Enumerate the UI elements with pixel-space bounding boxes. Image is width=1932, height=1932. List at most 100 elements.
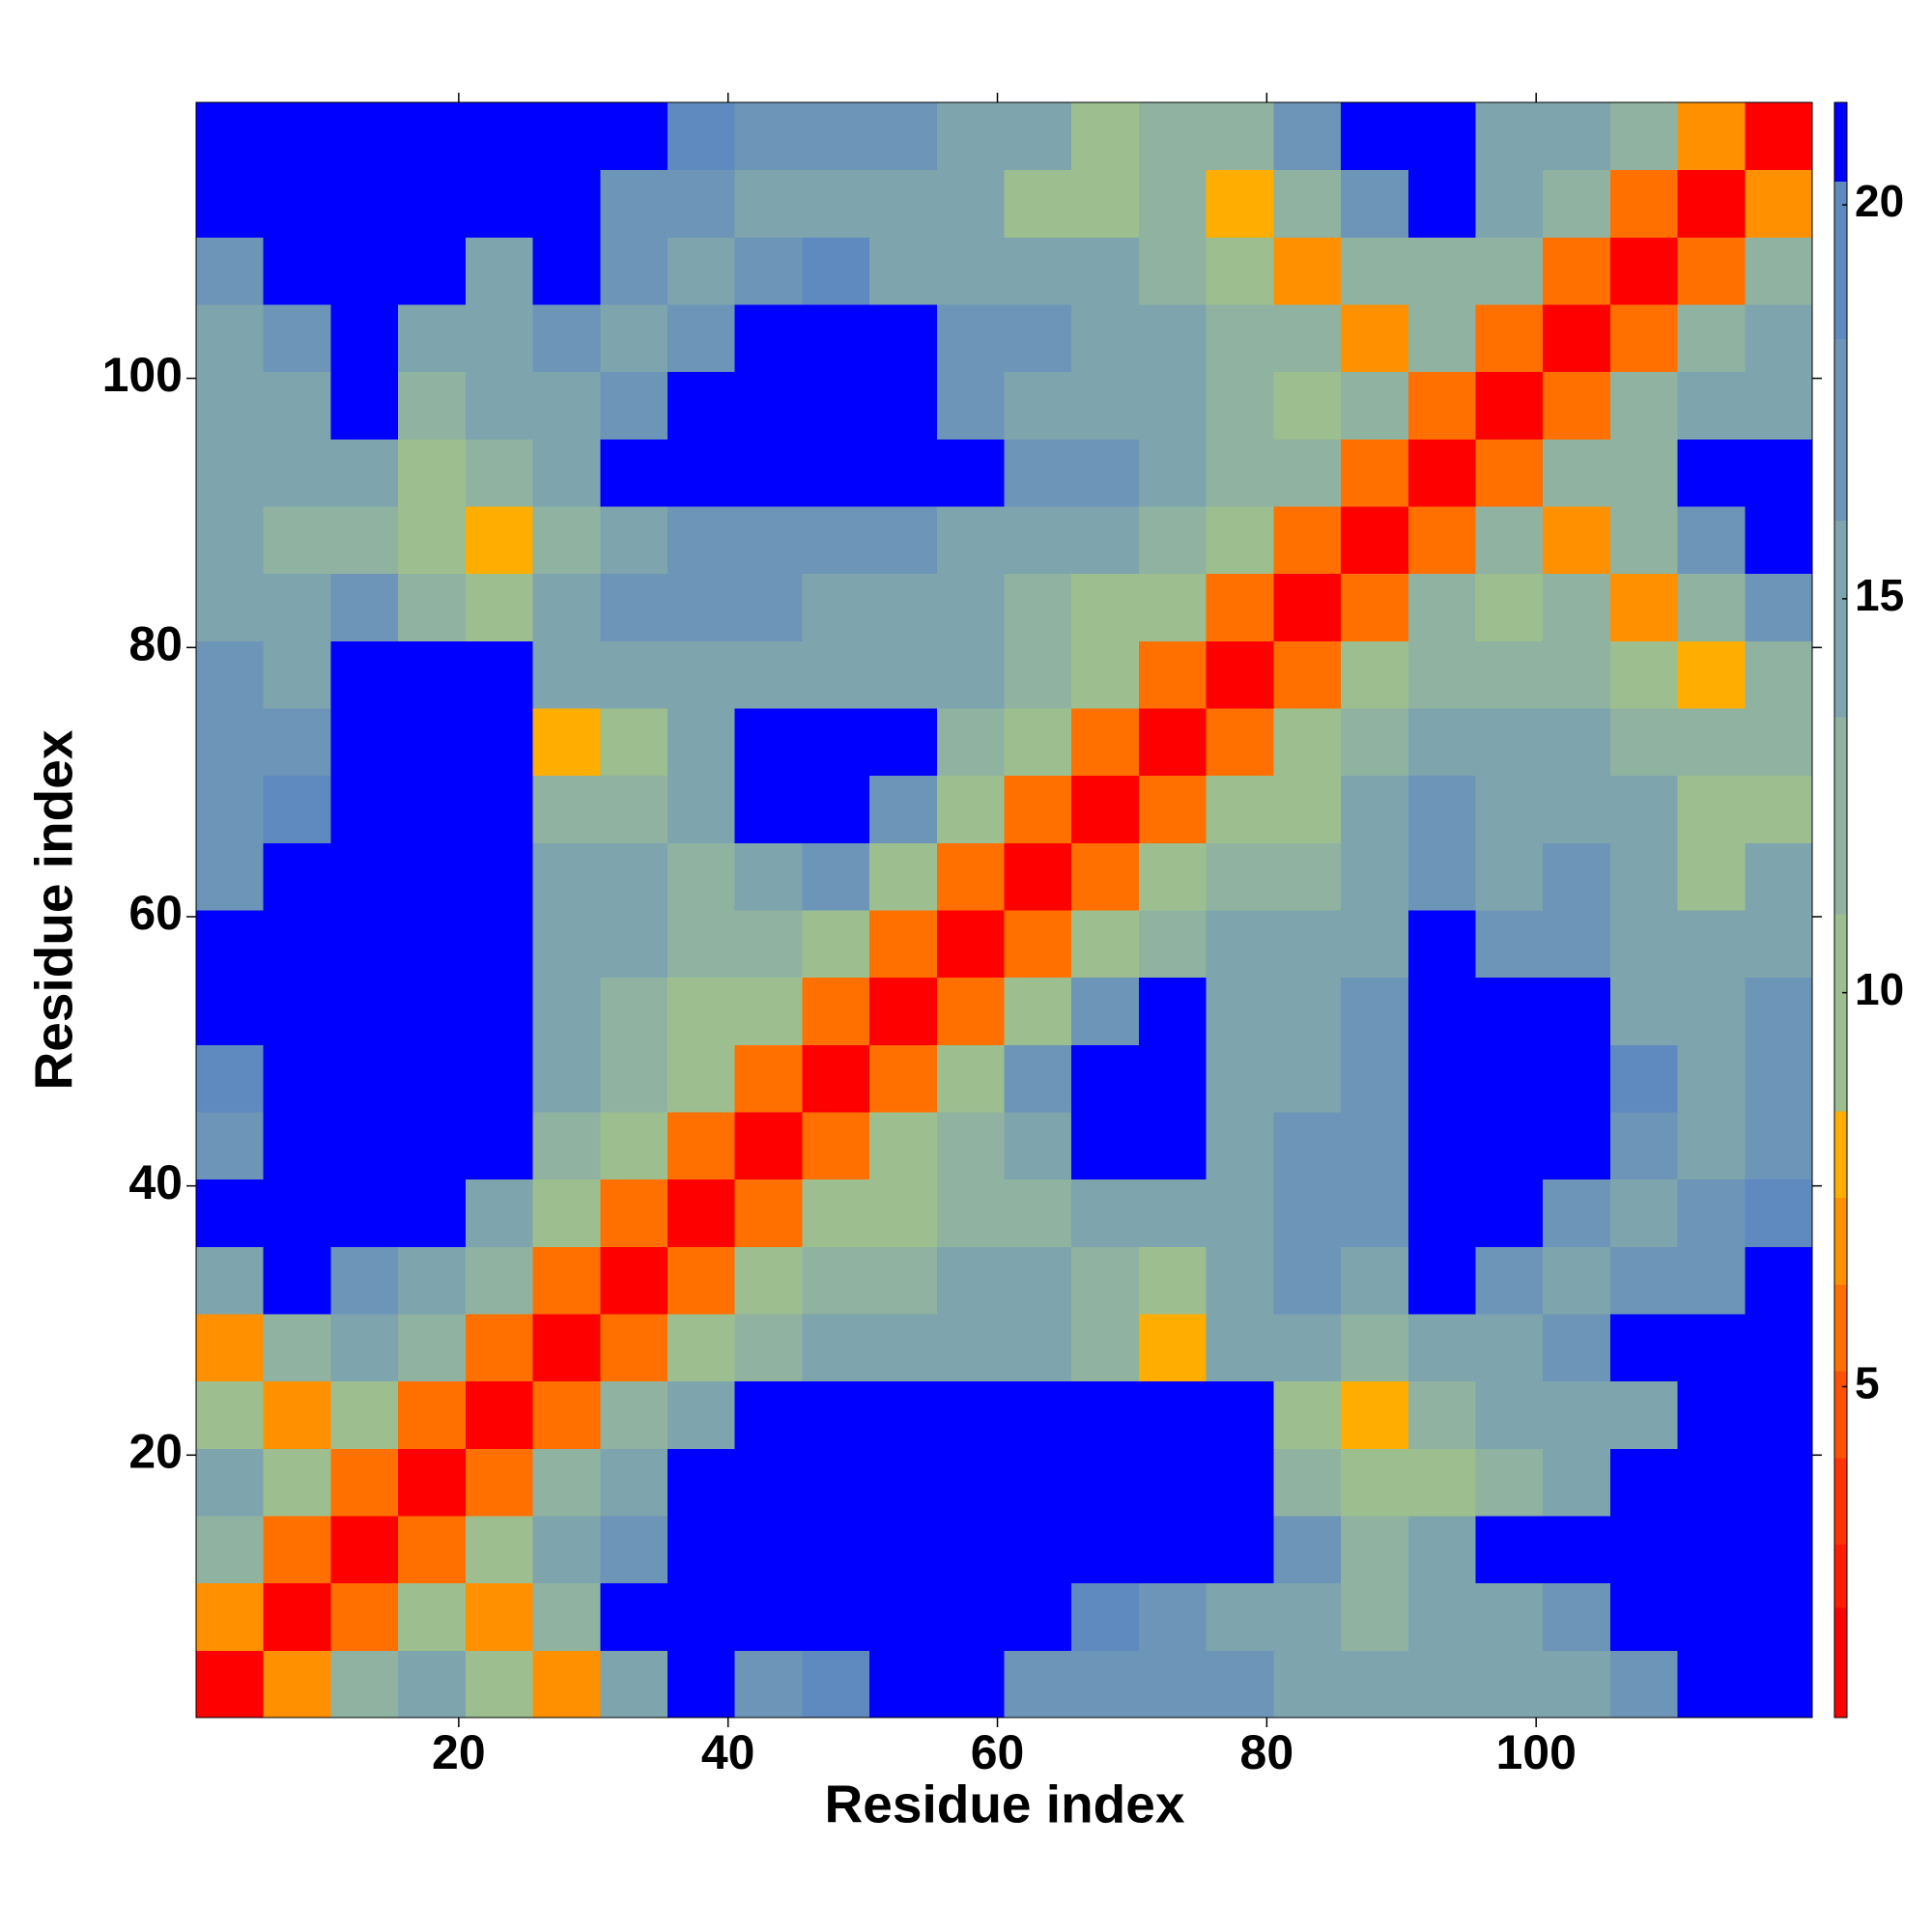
heatmap-cell xyxy=(600,304,668,373)
heatmap-cell xyxy=(1341,1044,1409,1113)
heatmap-cell xyxy=(1543,640,1611,709)
heatmap-cell xyxy=(532,910,601,979)
heatmap-cell xyxy=(667,1314,736,1382)
heatmap-cell xyxy=(802,1650,870,1719)
heatmap-cell xyxy=(667,1112,736,1180)
heatmap-cell xyxy=(1543,1044,1611,1113)
heatmap-cell xyxy=(1677,506,1746,575)
heatmap-cell xyxy=(936,506,1005,575)
heatmap-cell xyxy=(600,1448,668,1517)
heatmap-cell xyxy=(936,1516,1005,1584)
heatmap-cell xyxy=(532,1246,601,1315)
heatmap-cell xyxy=(1341,842,1409,911)
heatmap-cell xyxy=(1543,708,1611,777)
heatmap-cell xyxy=(1677,1448,1746,1517)
heatmap-cell xyxy=(1004,1448,1072,1517)
heatmap-cell xyxy=(1138,1112,1208,1180)
heatmap-cell xyxy=(1138,842,1208,911)
heatmap-cell xyxy=(1407,1179,1476,1247)
heatmap-cell xyxy=(398,1650,467,1719)
heatmap-cell xyxy=(1543,1582,1611,1651)
heatmap-cell xyxy=(263,842,331,911)
heatmap-cell xyxy=(1341,573,1409,641)
colorbar-band xyxy=(1834,102,1847,183)
heatmap-cell xyxy=(1341,506,1409,575)
heatmap-cell xyxy=(667,439,736,507)
heatmap-cell xyxy=(734,1112,803,1180)
heatmap-cell xyxy=(1745,977,1813,1045)
y-tick-label: 80 xyxy=(128,617,183,671)
heatmap-cell xyxy=(263,1448,331,1517)
heatmap-cell xyxy=(1206,977,1274,1045)
heatmap-cell xyxy=(1407,237,1476,305)
heatmap-cell xyxy=(1677,1179,1746,1247)
heatmap-cell xyxy=(1071,1246,1140,1315)
heatmap-cell xyxy=(1407,439,1476,507)
heatmap-cell xyxy=(196,977,265,1045)
heatmap-cell xyxy=(1138,1448,1208,1517)
heatmap-cell xyxy=(1677,439,1746,507)
heatmap-cell xyxy=(1273,304,1342,373)
heatmap-cell xyxy=(936,1582,1005,1651)
heatmap-cell xyxy=(936,102,1005,171)
heatmap-cell xyxy=(1206,1516,1274,1584)
heatmap-cell xyxy=(667,977,736,1045)
heatmap-cell xyxy=(1138,775,1208,843)
heatmap-cell xyxy=(1609,977,1679,1045)
heatmap-cell xyxy=(1475,1112,1544,1180)
heatmap-cell xyxy=(869,977,938,1045)
heatmap-cell xyxy=(1004,775,1072,843)
heatmap-cell xyxy=(1677,775,1746,843)
heatmap-cell xyxy=(1138,169,1208,238)
heatmap-cell xyxy=(196,842,265,911)
heatmap-cell xyxy=(802,1044,870,1113)
heatmap-cell xyxy=(1071,910,1140,979)
heatmap-cell xyxy=(1407,371,1476,440)
colorbar-band xyxy=(1834,717,1847,915)
heatmap-cell xyxy=(1543,304,1611,373)
y-tick-label: 100 xyxy=(102,348,183,402)
heatmap-cell xyxy=(263,1314,331,1382)
heatmap-cell xyxy=(1543,237,1611,305)
heatmap-cell xyxy=(1206,439,1274,507)
heatmap-cell xyxy=(1004,1044,1072,1113)
heatmap-cell xyxy=(532,102,601,171)
heatmap-cell xyxy=(936,1246,1005,1315)
heatmap-cell xyxy=(600,1112,668,1180)
heatmap-cell xyxy=(1341,304,1409,373)
heatmap-cell xyxy=(1609,1380,1679,1449)
heatmap-cell xyxy=(1745,1380,1813,1449)
heatmap-cell xyxy=(1004,1516,1072,1584)
heatmap-cell xyxy=(1475,1314,1544,1382)
heatmap-cell xyxy=(1609,640,1679,709)
heatmap-cell xyxy=(263,304,331,373)
heatmap-cell xyxy=(398,169,467,238)
heatmap-cell xyxy=(1475,910,1544,979)
heatmap-cell xyxy=(1745,1112,1813,1180)
heatmap-cell xyxy=(1609,237,1679,305)
heatmap-cell xyxy=(600,1246,668,1315)
heatmap-cell xyxy=(532,1582,601,1651)
heatmap-cell xyxy=(600,102,668,171)
heatmap-cell xyxy=(1273,775,1342,843)
heatmap-cell xyxy=(196,573,265,641)
heatmap-cell xyxy=(398,1380,467,1449)
heatmap-cell xyxy=(330,169,399,238)
heatmap-cell xyxy=(802,1380,870,1449)
heatmap-cell xyxy=(869,1314,938,1382)
heatmap-cell xyxy=(398,1112,467,1180)
heatmap-cell xyxy=(1745,506,1813,575)
heatmap-cell xyxy=(196,1112,265,1180)
heatmap-cell xyxy=(1138,102,1208,171)
heatmap-cell xyxy=(936,439,1005,507)
heatmap-cell xyxy=(936,237,1005,305)
heatmap-cell xyxy=(330,1516,399,1584)
heatmap-cell xyxy=(1475,304,1544,373)
heatmap-cell xyxy=(1273,1179,1342,1247)
heatmap-cell xyxy=(1475,1650,1544,1719)
heatmap-cell xyxy=(1543,1650,1611,1719)
colorbar-band xyxy=(1834,914,1847,1112)
heatmap-cell xyxy=(1071,1179,1140,1247)
heatmap-cell xyxy=(600,1314,668,1382)
heatmap-cell xyxy=(802,1112,870,1180)
